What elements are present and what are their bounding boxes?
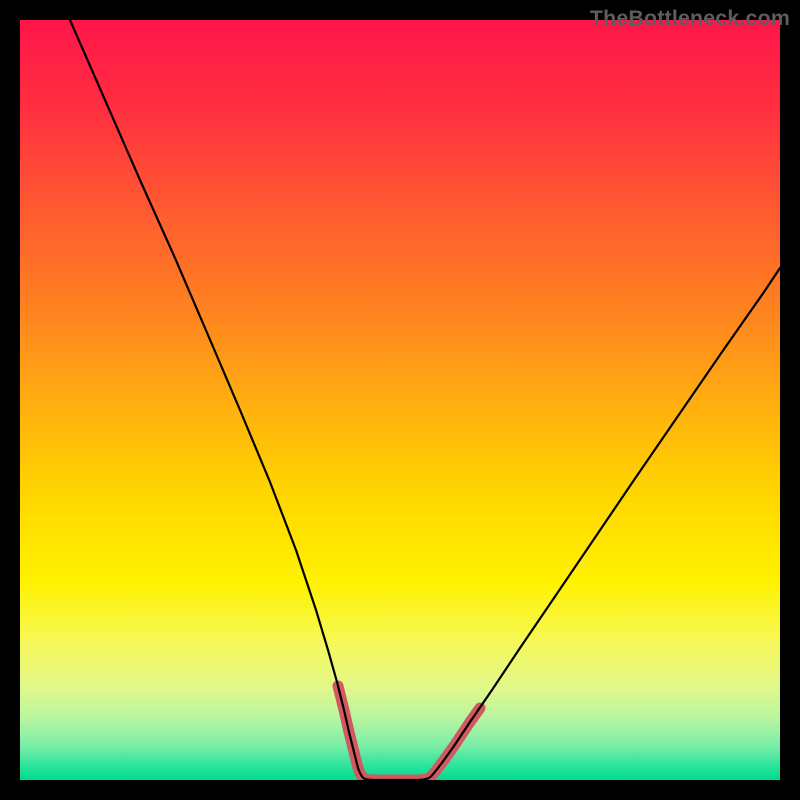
bottleneck-curve <box>70 20 780 780</box>
chart-frame: TheBottleneck.com <box>0 0 800 800</box>
watermark-label: TheBottleneck.com <box>590 6 790 31</box>
chart-svg <box>20 20 780 780</box>
bottleneck-highlight <box>338 686 480 780</box>
plot-area <box>20 20 780 780</box>
